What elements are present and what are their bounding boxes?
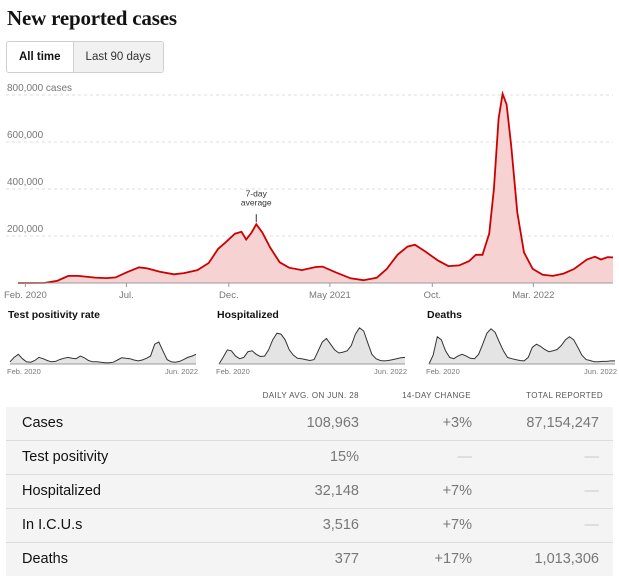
daily-avg-value: 108,963 <box>306 415 359 431</box>
test-positivity-area <box>10 342 196 364</box>
row-label: Test positivity <box>22 449 109 465</box>
total-value: — <box>584 449 600 465</box>
change-value: +3% <box>442 415 472 431</box>
row-label: Hospitalized <box>22 483 101 499</box>
x-tick-label: Jun. 2022 <box>584 367 617 376</box>
header-daily-avg: DAILY AVG. ON JUN. 28 <box>262 391 359 400</box>
table-row-deaths: Deaths 377 +17% 1,013,306 <box>6 543 613 576</box>
table-row-icu: In I.C.U.s 3,516 +7% — <box>6 509 613 543</box>
tab-last-90-days[interactable]: Last 90 days <box>73 42 163 72</box>
tab-all-time[interactable]: All time <box>7 42 74 72</box>
change-value: +17% <box>434 551 473 567</box>
header-total-reported: TOTAL REPORTED <box>526 391 603 400</box>
y-tick-label: 200,000 <box>7 224 44 235</box>
total-value: 87,154,247 <box>526 415 599 431</box>
total-value: — <box>584 483 600 499</box>
total-value: 1,013,306 <box>534 551 599 567</box>
table-row-cases: Cases 108,963 +3% 87,154,247 <box>6 407 613 441</box>
deaths-chart: Feb. 2020 Jun. 2022 <box>426 328 617 376</box>
test-positivity-chart: Feb. 2020 Jun. 2022 <box>7 341 198 376</box>
hospitalized-area <box>219 327 405 364</box>
change-value: — <box>457 449 473 465</box>
x-tick-label: Oct. <box>424 290 441 301</box>
y-tick-label: 600,000 <box>7 130 44 141</box>
x-tick-label: Jun. 2022 <box>374 367 407 376</box>
y-tick-label: 400,000 <box>7 177 44 188</box>
cases-area <box>18 93 613 283</box>
x-tick-label: Dec. <box>219 290 239 301</box>
x-tick-label: Feb. 2020 <box>7 367 41 376</box>
table-row-hospitalized: Hospitalized 32,148 +7% — <box>6 475 613 509</box>
time-range-tabs: All time Last 90 days <box>6 41 164 73</box>
deaths-area <box>429 328 615 364</box>
header-14-day-change: 14-DAY CHANGE <box>402 391 471 400</box>
cases-line <box>17 90 614 284</box>
x-tick-label: Feb. 2020 <box>426 367 460 376</box>
test-positivity-line <box>9 341 197 364</box>
stats-table: Cases 108,963 +3% 87,154,247 Test positi… <box>6 407 613 576</box>
row-label: Cases <box>22 415 64 431</box>
x-tick-label: May 2021 <box>309 290 351 301</box>
row-label: Deaths <box>22 551 68 567</box>
total-value: — <box>584 517 600 533</box>
deaths-line <box>428 328 615 365</box>
mini-title-deaths: Deaths <box>427 309 463 321</box>
y-tick-label: 800,000 cases <box>7 83 72 94</box>
daily-avg-value: 32,148 <box>314 483 359 499</box>
main-cases-chart: 200,000 400,000 600,000 800,000 cases Feb. 2… <box>4 83 614 301</box>
hospitalized-chart: Feb. 2020 Jun. 2022 <box>216 327 407 376</box>
annotation-label: 7-day <box>246 188 268 198</box>
mini-title-hospitalized: Hospitalized <box>217 309 279 321</box>
page-title: New reported cases <box>7 6 177 30</box>
x-tick-label: Feb. 2020 <box>4 290 47 301</box>
hospitalized-line <box>218 327 406 365</box>
annotation-label: average <box>241 197 272 207</box>
mini-title-test-positivity: Test positivity rate <box>8 309 100 321</box>
daily-avg-value: 3,516 <box>322 517 359 533</box>
row-label: In I.C.U.s <box>22 517 83 533</box>
daily-avg-value: 15% <box>329 449 359 465</box>
x-tick-label: Mar. 2022 <box>512 290 554 301</box>
table-row-test-positivity: Test positivity 15% — — <box>6 441 613 475</box>
daily-avg-value: 377 <box>334 551 359 567</box>
x-tick-label: Jun. 2022 <box>165 367 198 376</box>
x-tick-label: Jul. <box>119 290 134 301</box>
x-tick-label: Feb. 2020 <box>216 367 250 376</box>
change-value: +7% <box>442 483 472 499</box>
change-value: +7% <box>442 517 472 533</box>
